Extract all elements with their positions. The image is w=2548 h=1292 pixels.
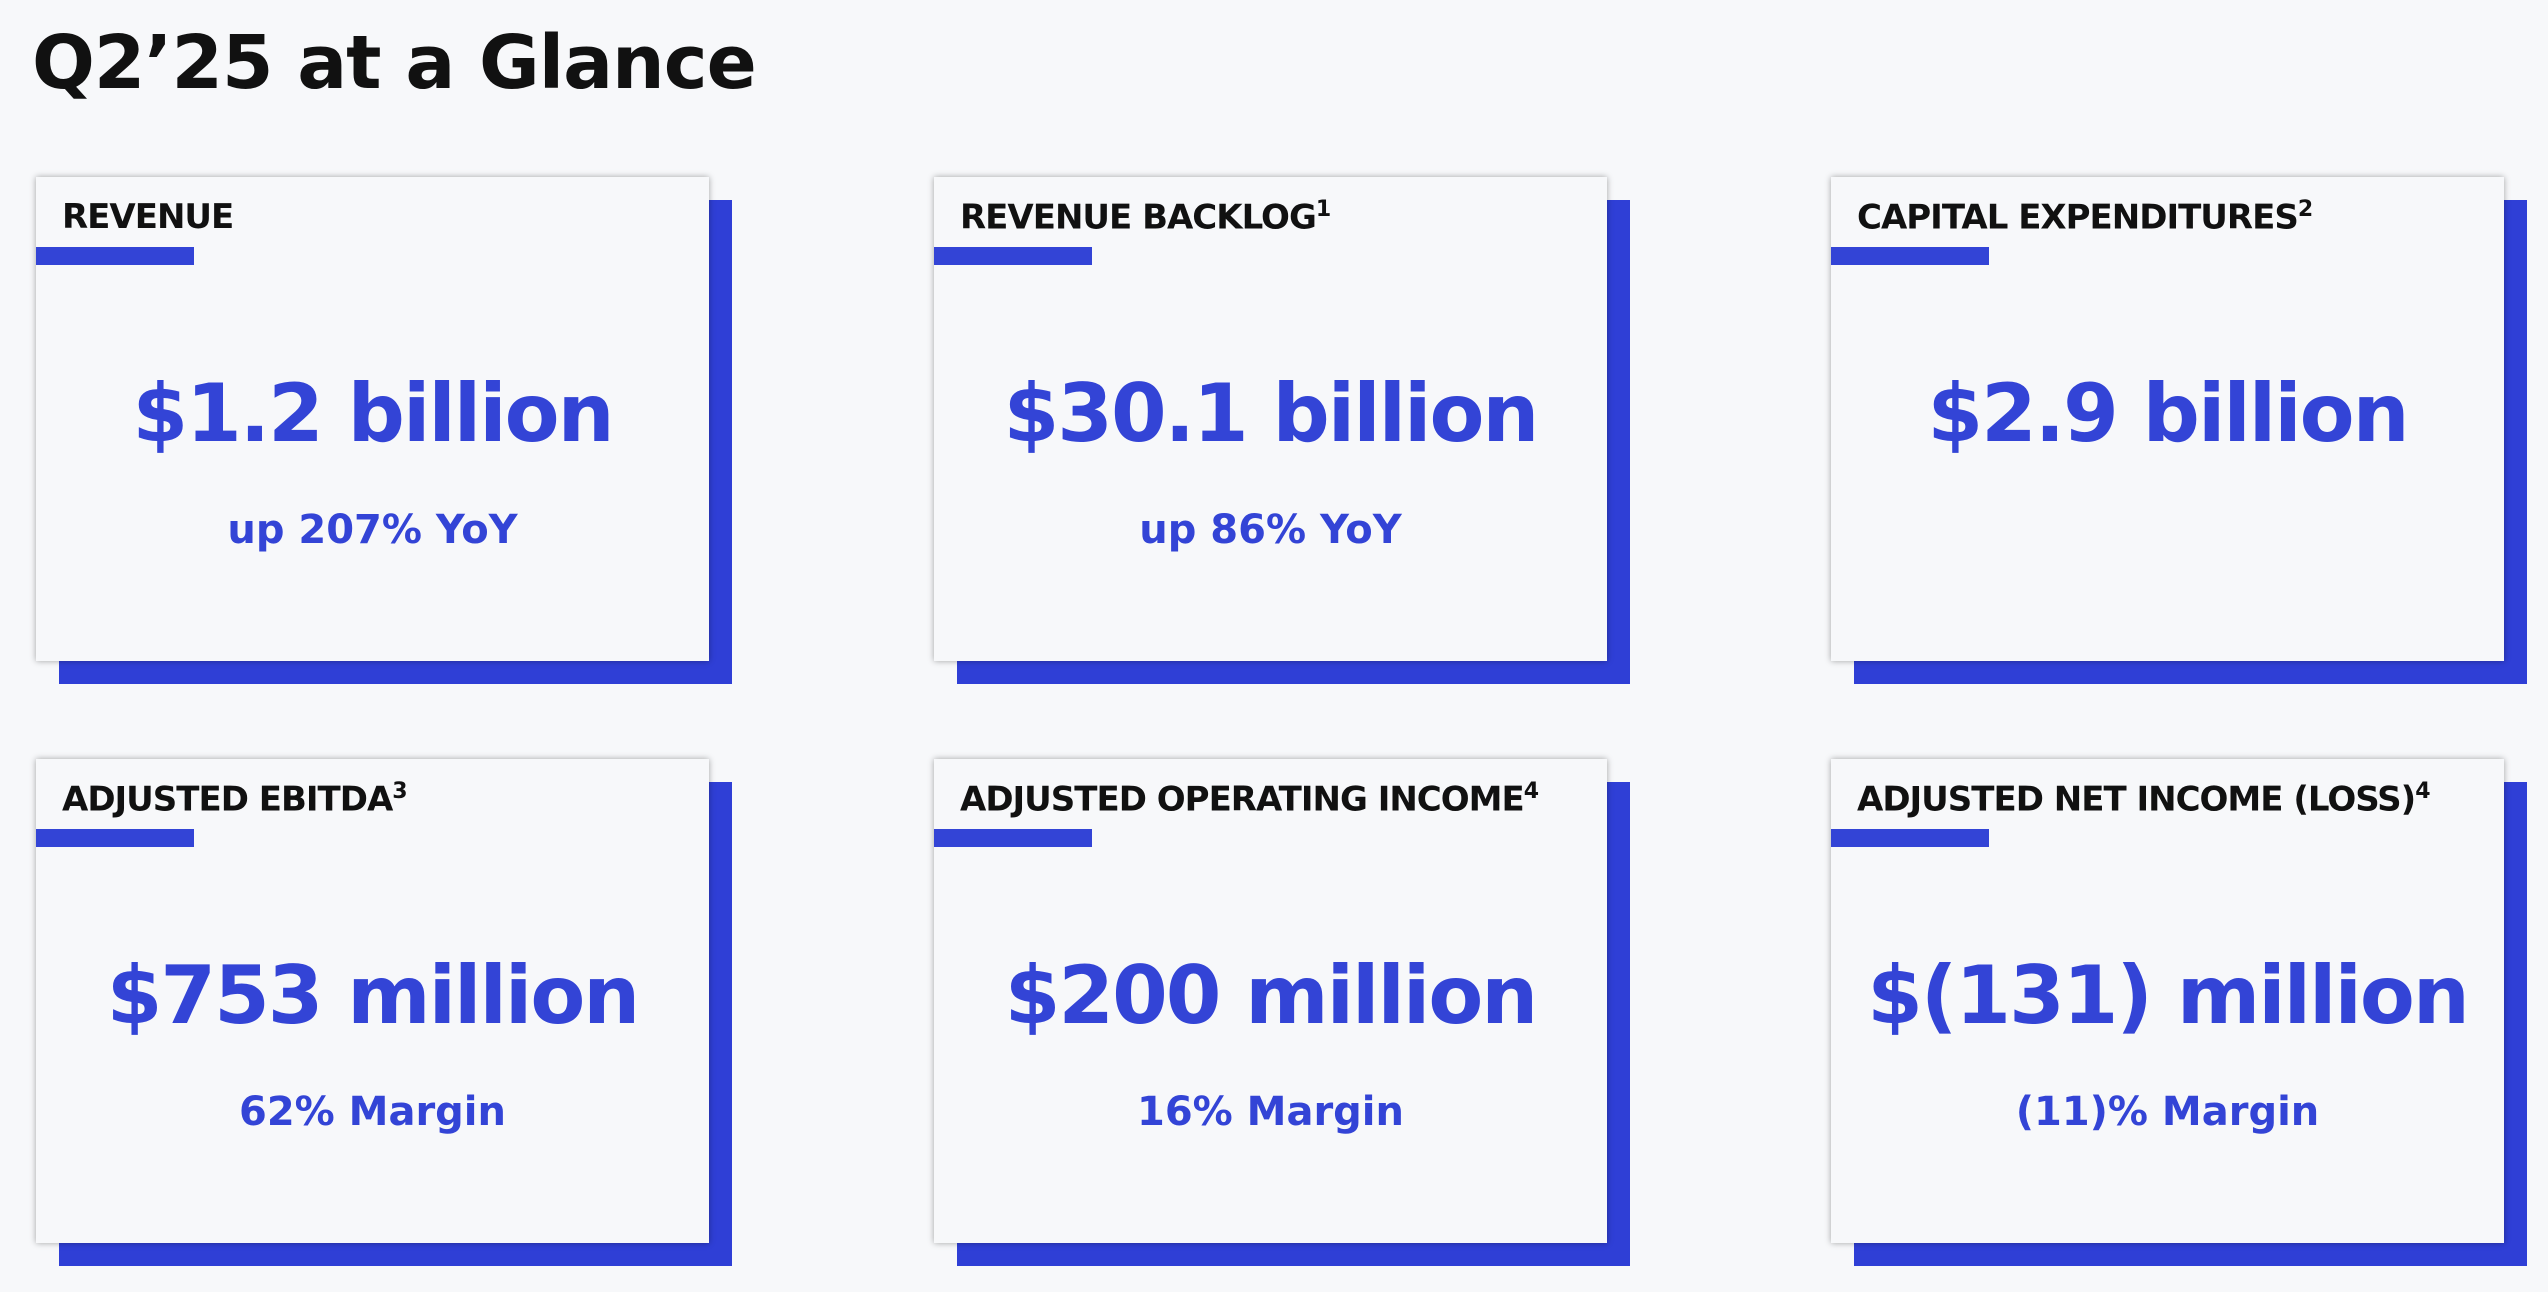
accent-bar xyxy=(36,247,194,265)
accent-bar xyxy=(934,247,1092,265)
kpi-card: ADJUSTED EBITDA3 $753 million 62% Margin xyxy=(36,759,709,1243)
card-label: REVENUE xyxy=(62,197,234,237)
card-label: CAPITAL EXPENDITURES2 xyxy=(1857,197,2313,238)
label-text: ADJUSTED EBITDA xyxy=(62,779,393,820)
kpi-subtext: up 207% YoY xyxy=(227,507,518,553)
card-label: REVENUE BACKLOG1 xyxy=(960,197,1331,238)
kpi-card: REVENUE BACKLOG1 $30.1 billion up 86% YoY xyxy=(934,177,1607,661)
footnote-ref: 2 xyxy=(2297,197,2313,222)
card-label: ADJUSTED NET INCOME (LOSS)4 xyxy=(1857,779,2431,820)
kpi-value: $753 million xyxy=(106,949,640,1042)
kpi-subtext: 16% Margin xyxy=(1136,1089,1404,1135)
kpi-value: $1.2 billion xyxy=(132,367,614,460)
label-text: CAPITAL EXPENDITURES xyxy=(1857,197,2299,238)
kpi-card: REVENUE $1.2 billion up 207% YoY xyxy=(36,177,709,661)
card-label: ADJUSTED OPERATING INCOME4 xyxy=(960,779,1539,820)
kpi-card: CAPITAL EXPENDITURES2 $2.9 billion xyxy=(1831,177,2504,661)
footnote-ref: 1 xyxy=(1315,197,1331,222)
footnote-ref: 3 xyxy=(392,779,407,804)
label-text: REVENUE xyxy=(62,197,234,237)
accent-bar xyxy=(36,829,194,847)
label-text: ADJUSTED NET INCOME (LOSS) xyxy=(1857,779,2416,820)
kpi-subtext: 62% Margin xyxy=(238,1089,506,1135)
accent-bar xyxy=(1831,829,1989,847)
accent-bar xyxy=(1831,247,1989,265)
page-title: Q2’25 at a Glance xyxy=(32,20,757,106)
label-text: REVENUE BACKLOG xyxy=(960,197,1317,238)
accent-bar xyxy=(934,829,1092,847)
footnote-ref: 4 xyxy=(1523,779,1539,804)
kpi-card: ADJUSTED OPERATING INCOME4 $200 million 16… xyxy=(934,759,1607,1243)
kpi-value: $30.1 billion xyxy=(1003,367,1540,460)
footnote-ref: 4 xyxy=(2415,779,2430,804)
card-label: ADJUSTED EBITDA3 xyxy=(62,779,408,820)
label-text: ADJUSTED OPERATING INCOME xyxy=(960,779,1525,820)
kpi-subtext: (11)% Margin xyxy=(2015,1089,2320,1135)
kpi-value: $(131) million xyxy=(1867,949,2470,1042)
kpi-value: $2.9 billion xyxy=(1927,367,2409,460)
kpi-card: ADJUSTED NET INCOME (LOSS)4 $(131) millio… xyxy=(1831,759,2504,1243)
kpi-subtext: up 86% YoY xyxy=(1139,507,1402,553)
kpi-value: $200 million xyxy=(1004,949,1538,1042)
